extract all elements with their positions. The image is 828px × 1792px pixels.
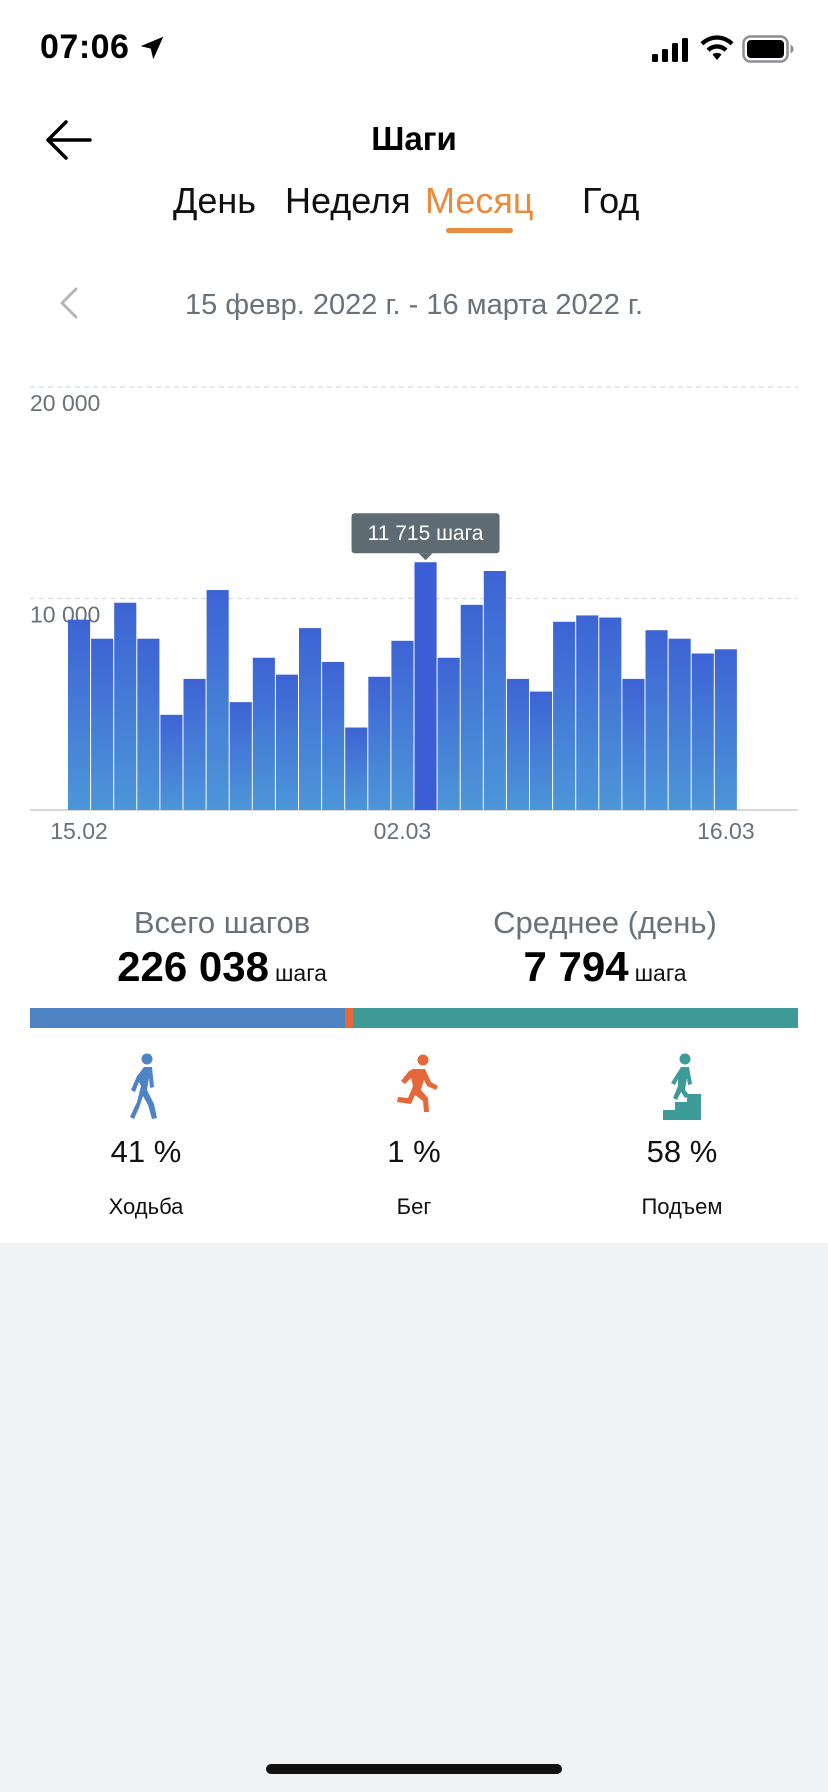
activity-distribution-bar	[30, 1008, 798, 1028]
chart-bar[interactable]	[437, 657, 460, 810]
running-percent: 1 %	[387, 1134, 441, 1169]
chart-bar[interactable]	[368, 676, 391, 810]
chart-bar[interactable]	[506, 678, 529, 810]
battery-icon	[742, 35, 794, 63]
page-title: Шаги	[371, 120, 457, 157]
chart-bar[interactable]	[322, 661, 345, 810]
walking-person-icon	[130, 1053, 157, 1119]
chart-bar[interactable]	[576, 615, 599, 810]
x-tick-label: 16.03	[697, 818, 755, 844]
total-steps-value: 226 038	[117, 943, 269, 990]
chart-bar[interactable]	[622, 678, 645, 810]
active-tab-indicator	[446, 228, 513, 233]
total-steps-unit: шага	[274, 960, 327, 986]
chart-bar[interactable]	[668, 638, 691, 810]
climbing-percent: 58 %	[646, 1134, 718, 1169]
tab-week[interactable]: Неделя	[285, 180, 411, 221]
chart-bar[interactable]	[160, 714, 183, 810]
climbing-label: Подъем	[641, 1194, 723, 1219]
activity-climbing: 58 % Подъем	[582, 1052, 782, 1220]
back-arrow-icon[interactable]	[40, 112, 96, 168]
chart-tooltip	[351, 513, 500, 554]
chart-bar[interactable]	[114, 602, 137, 810]
chart-bar[interactable]	[91, 638, 114, 810]
chart-bar[interactable]	[691, 653, 714, 810]
chart-tooltip-text: 11 715 шага	[368, 522, 484, 545]
activity-running: 1 % Бег	[314, 1052, 514, 1220]
x-tick-label: 02.03	[374, 818, 432, 844]
chart-bar[interactable]	[391, 640, 414, 810]
daily-average-label: Среднее (день)	[493, 905, 717, 940]
climbing-segment	[352, 1008, 798, 1028]
daily-average-unit: шага	[634, 960, 687, 986]
steps-card: 07:06 Шаги День Неделя Месяц Год 15 февр…	[0, 0, 828, 1243]
walking-percent: 41 %	[110, 1134, 182, 1169]
walking-label: Ходьба	[108, 1194, 184, 1219]
chart-bar-selected[interactable]	[414, 562, 437, 810]
chart-bar[interactable]	[137, 638, 160, 810]
tab-year[interactable]: Год	[582, 180, 640, 221]
chart-bar[interactable]	[714, 649, 737, 810]
tab-month[interactable]: Месяц	[425, 180, 534, 221]
total-steps: 226 038 шага	[72, 943, 372, 991]
chart-bar[interactable]	[183, 678, 206, 810]
tab-day[interactable]: День	[173, 180, 257, 221]
chart-bar[interactable]	[460, 604, 483, 810]
chart-bar[interactable]	[345, 727, 368, 810]
wifi-icon	[700, 35, 734, 60]
running-person-icon	[397, 1054, 438, 1112]
date-range-label: 15 февр. 2022 г. - 16 марта 2022 г.	[184, 289, 644, 321]
chart-bar[interactable]	[299, 628, 322, 810]
chart-bar[interactable]	[483, 571, 506, 810]
chart-bar[interactable]	[645, 630, 668, 810]
stair-climbing-person-icon	[663, 1053, 701, 1120]
location-arrow-icon	[140, 36, 164, 60]
running-label: Бег	[396, 1194, 432, 1219]
chart-bar[interactable]	[229, 702, 252, 810]
total-steps-label: Всего шагов	[133, 905, 311, 940]
x-tick-label: 15.02	[50, 818, 108, 844]
running-segment	[344, 1008, 353, 1028]
y-tick-label: 20 000	[30, 390, 100, 416]
daily-average-value: 7 794	[523, 943, 629, 990]
chart-bar[interactable]	[553, 621, 576, 810]
chart-bar[interactable]	[68, 619, 91, 810]
signal-icon	[652, 38, 688, 62]
chart-bar[interactable]	[252, 657, 275, 810]
home-indicator	[266, 1764, 562, 1774]
chart-tooltip-arrow	[418, 553, 433, 561]
chart-bar[interactable]	[599, 617, 622, 810]
chevron-left-icon[interactable]	[52, 283, 88, 323]
status-time: 07:06	[40, 28, 130, 66]
walking-segment	[30, 1008, 345, 1028]
daily-average: 7 794 шага	[470, 943, 740, 991]
activity-walking: 41 % Ходьба	[46, 1052, 246, 1220]
chart-bar[interactable]	[530, 691, 553, 810]
chart-bar[interactable]	[275, 674, 298, 810]
chart-bar[interactable]	[206, 590, 229, 810]
